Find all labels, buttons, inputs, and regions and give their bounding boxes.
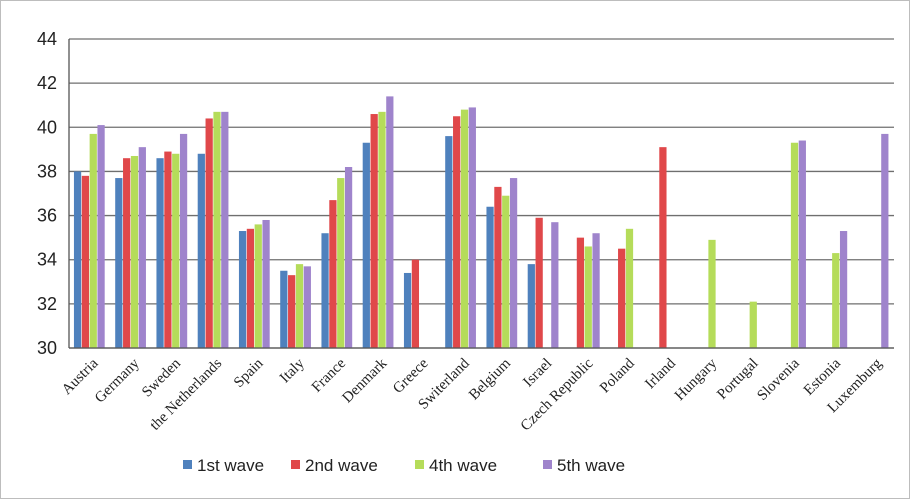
bar <box>254 224 262 348</box>
bar <box>115 178 123 348</box>
bar <box>411 259 420 348</box>
bar <box>156 158 164 348</box>
y-tick-label: 44 <box>37 29 57 49</box>
bar <box>321 233 329 348</box>
bar <box>81 175 90 348</box>
bar <box>386 96 394 348</box>
bar <box>164 151 172 348</box>
y-tick-label: 36 <box>37 206 57 226</box>
bar <box>584 246 592 348</box>
bar <box>790 142 799 348</box>
bar <box>494 186 502 348</box>
legend-label: 2nd wave <box>305 456 378 475</box>
bar <box>527 264 535 348</box>
x-category-label: Israel <box>520 356 555 391</box>
bar <box>295 264 304 348</box>
bar <box>576 237 585 348</box>
bar <box>625 228 634 348</box>
legend-swatch <box>415 460 424 469</box>
bar <box>205 118 213 349</box>
bar <box>138 147 146 348</box>
x-category-label: Hungary <box>672 355 721 404</box>
bar <box>73 171 82 348</box>
bar <box>881 133 889 348</box>
bar <box>337 178 345 348</box>
bar <box>221 111 229 348</box>
bar <box>97 125 105 348</box>
bar <box>551 222 559 348</box>
bar <box>213 111 221 348</box>
bar <box>445 136 453 348</box>
bar <box>486 206 494 348</box>
bar <box>262 219 270 348</box>
bar <box>453 116 461 348</box>
bar <box>403 272 412 348</box>
bar <box>839 231 848 348</box>
bar <box>618 248 626 348</box>
x-category-label: Portugal <box>714 356 761 403</box>
bar <box>344 167 353 348</box>
axes <box>68 39 894 349</box>
x-category-label: Poland <box>597 355 638 396</box>
x-category-label: Denmark <box>339 355 390 406</box>
x-category-label: the Netherlands <box>147 355 225 433</box>
bar <box>535 217 543 348</box>
bar <box>362 142 370 348</box>
bar <box>238 231 247 348</box>
bar <box>303 266 311 348</box>
legend-label: 4th wave <box>429 456 497 475</box>
bar <box>468 107 476 348</box>
bar <box>329 200 337 348</box>
bar <box>749 301 757 348</box>
bar <box>798 140 806 348</box>
bar <box>288 275 296 348</box>
bar <box>130 155 139 348</box>
bar <box>89 133 97 348</box>
bar <box>172 153 180 348</box>
bar <box>246 228 255 348</box>
bar <box>592 233 600 348</box>
y-axis-tick-labels: 30 32 34 36 38 40 42 44 <box>37 29 57 358</box>
x-category-label: Germany <box>92 355 143 406</box>
bar <box>370 114 378 348</box>
x-category-label: Spain <box>231 355 267 391</box>
legend: 1st wave 2nd wave 4th wave 5th wave <box>183 456 625 475</box>
y-tick-label: 34 <box>37 250 57 270</box>
bar <box>659 147 667 348</box>
y-tick-label: 40 <box>37 117 57 137</box>
bar <box>280 270 288 348</box>
legend-swatch <box>183 460 192 469</box>
legend-swatch <box>291 460 300 469</box>
bar <box>509 178 518 348</box>
bar <box>197 153 205 348</box>
bar <box>378 111 386 348</box>
bar <box>502 195 510 348</box>
x-category-label: Italy <box>277 355 308 386</box>
x-category-label: Slovenia <box>754 355 803 404</box>
x-category-label: France <box>309 355 349 395</box>
bar <box>460 109 469 348</box>
y-tick-label: 32 <box>37 294 57 314</box>
bar <box>123 158 131 348</box>
bar <box>708 239 716 348</box>
legend-label: 1st wave <box>197 456 264 475</box>
x-category-label: Czech Republic <box>518 355 597 434</box>
bar <box>832 253 840 348</box>
bar <box>179 133 188 348</box>
gridlines <box>69 38 894 349</box>
x-category-label: Belgium <box>466 355 514 403</box>
legend-label: 5th wave <box>557 456 625 475</box>
y-tick-label: 38 <box>37 161 57 181</box>
y-tick-label: 30 <box>37 338 57 358</box>
y-tick-label: 42 <box>37 73 57 93</box>
bars <box>73 96 889 349</box>
x-category-label: Irland <box>642 355 679 392</box>
legend-swatch <box>543 460 552 469</box>
